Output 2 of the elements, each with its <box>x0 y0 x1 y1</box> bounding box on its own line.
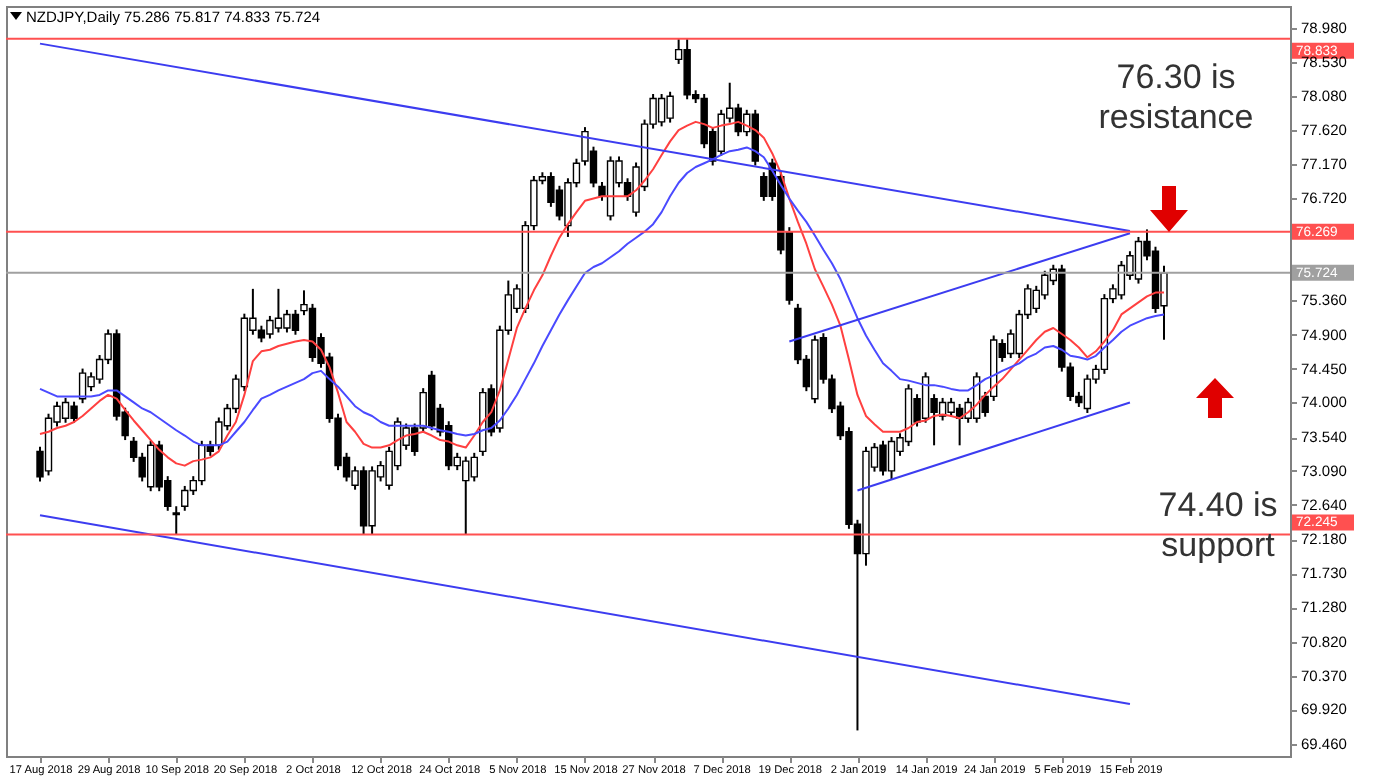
annotation: 74.40 is support <box>1158 486 1278 564</box>
annotation: 76.30 is resistance <box>1098 58 1254 136</box>
